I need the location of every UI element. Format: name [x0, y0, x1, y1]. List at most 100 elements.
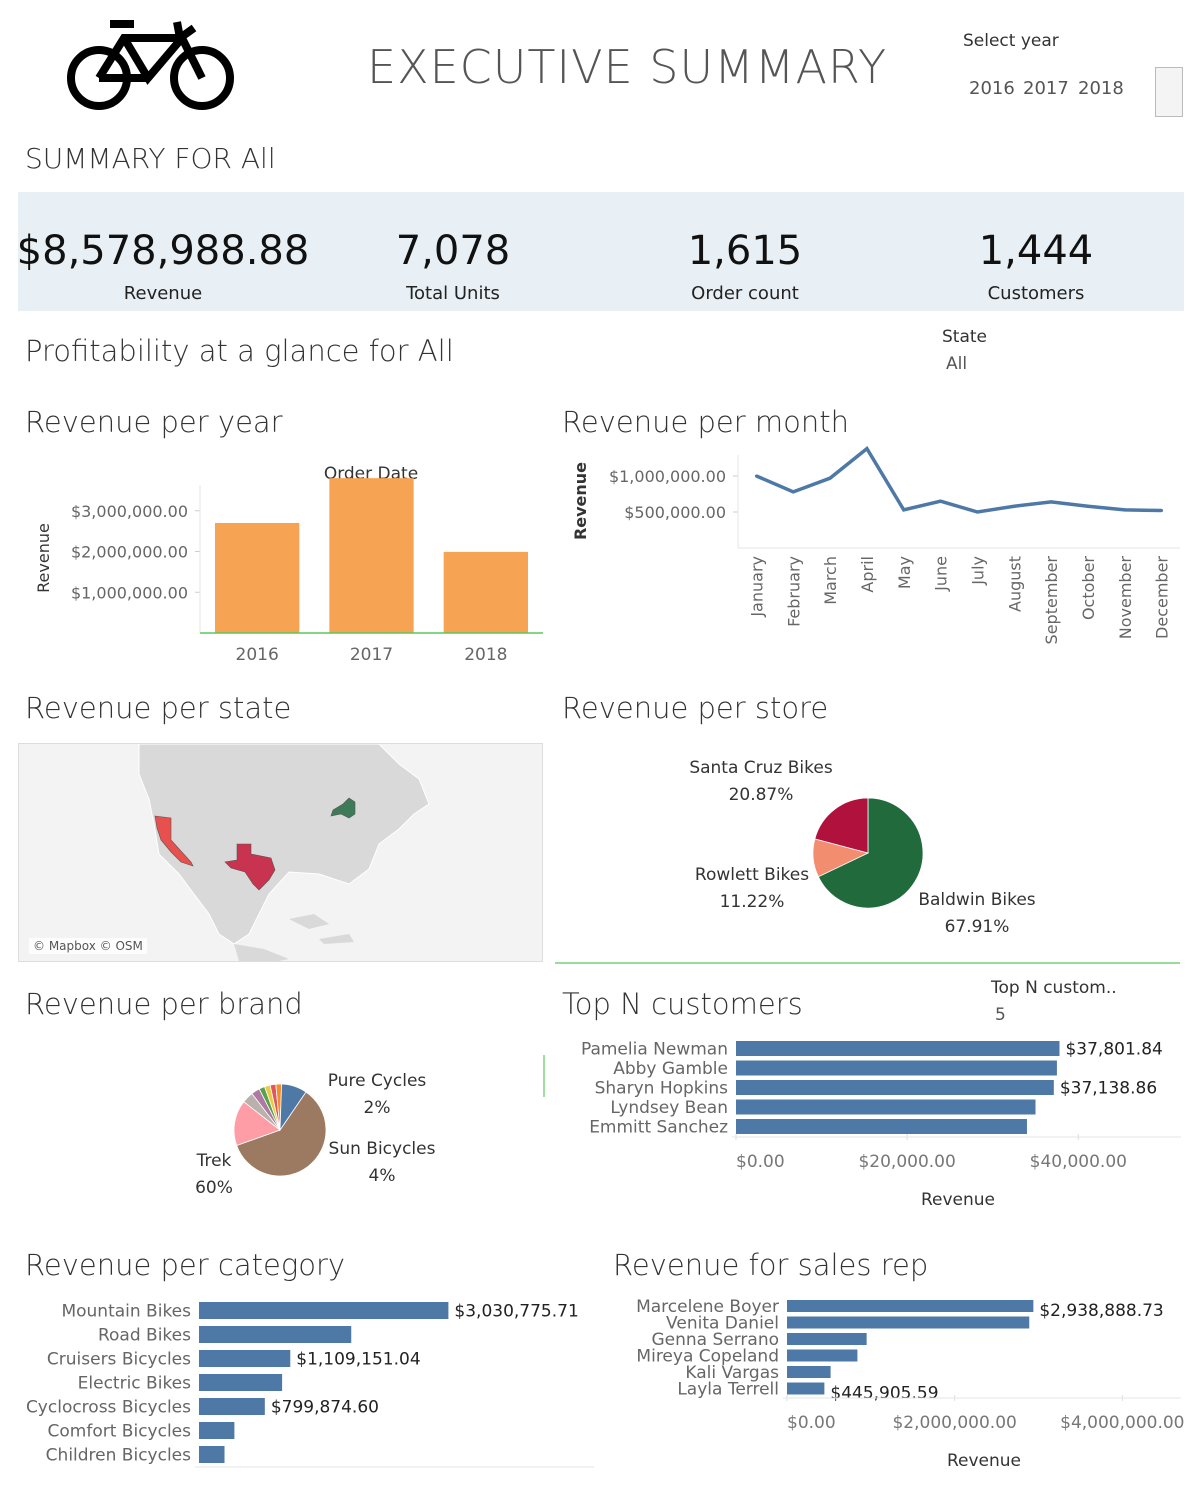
topn-filter-value[interactable]: 5 [995, 1005, 1006, 1025]
state-filter-value[interactable]: All [946, 354, 968, 374]
month-point [1123, 508, 1127, 512]
year-ytick-label: $3,000,000.00 [71, 502, 188, 521]
brand-slice [233, 1101, 281, 1146]
category-bar [199, 1326, 352, 1343]
year-axis-title: Revenue [34, 523, 53, 593]
select-year-label: Select year [963, 31, 1059, 51]
salesrep-category-label: Marcelene Boyer [636, 1297, 779, 1317]
category-category-label: Cruisers Bicycles [47, 1350, 191, 1370]
section-title-salesrep: Revenue for sales rep [613, 1248, 929, 1282]
kpi-units-value: 7,078 [395, 228, 511, 274]
store-slice-pct: 20.87% [729, 785, 794, 805]
year-bar [329, 478, 414, 633]
caribbean-islands [289, 914, 354, 944]
section-title-category: Revenue per category [25, 1248, 346, 1282]
customers-value-label: $37,138.86 [1060, 1079, 1157, 1099]
year-option-2017[interactable]: 2017 [1023, 78, 1069, 99]
profitability-title: Profitability at a glance for All [25, 334, 454, 368]
category-value-label: $1,109,151.04 [296, 1350, 420, 1370]
customers-bar [736, 1041, 1060, 1056]
salesrep-xtick-label: $2,000,000.00 [892, 1413, 1016, 1433]
brand-slice-pct: 4% [369, 1166, 396, 1186]
map-credit: © Mapbox © OSM [29, 938, 147, 954]
category-category-label: Road Bikes [98, 1326, 191, 1346]
customers-category-label: Abby Gamble [613, 1059, 728, 1079]
salesrep-category-label: Kali Vargas [685, 1363, 779, 1383]
month-xtick-label: December [1153, 556, 1172, 639]
year-option-2016[interactable]: 2016 [969, 78, 1015, 99]
month-ytick-label: $500,000.00 [624, 503, 726, 522]
category-category-label: Comfort Bicycles [48, 1422, 192, 1442]
brand-slice [236, 1091, 327, 1177]
month-xtick-label: June [932, 556, 951, 592]
customers-bar [736, 1099, 1036, 1115]
store-slice-pct: 67.91% [945, 917, 1010, 937]
customers-category-label: Pamelia Newman [581, 1040, 728, 1060]
month-xtick-label: May [895, 556, 914, 589]
month-xtick-label: February [784, 556, 803, 627]
kpi-revenue-value: $8,578,988.88 [16, 228, 310, 274]
texas-region [224, 843, 276, 891]
month-xtick-label: July [968, 556, 987, 586]
store-slice-name: Baldwin Bikes [918, 890, 1035, 910]
store-slice [817, 797, 924, 909]
month-point [1049, 500, 1053, 504]
salesrep-xtick-label: $0.00 [787, 1413, 836, 1433]
kpi-units-label: Total Units [406, 283, 500, 304]
brand-slice-name: Sun Bicycles [329, 1139, 436, 1159]
month-point [902, 508, 906, 512]
year-option-2018[interactable]: 2018 [1078, 78, 1124, 99]
month-point [1160, 509, 1164, 513]
brand-slice-name: Pure Cycles [328, 1071, 427, 1091]
section-title-store: Revenue per store [562, 691, 829, 725]
bicycle-logo-icon [62, 18, 237, 113]
section-title-customers: Top N customers [562, 987, 803, 1021]
year-slider[interactable] [1155, 67, 1183, 117]
month-point [791, 490, 795, 494]
store-slice-name: Rowlett Bikes [695, 865, 809, 885]
customers-xtick-label: $40,000.00 [1030, 1152, 1127, 1172]
salesrep-bar [787, 1300, 1034, 1312]
new-york-region [330, 797, 356, 819]
salesrep-category-label: Layla Terrell [677, 1380, 779, 1400]
category-value-label: $799,874.60 [271, 1398, 379, 1418]
brand-slice-name: Trek [196, 1151, 232, 1171]
brand-slice [279, 1083, 307, 1132]
month-axis-title: Revenue [571, 462, 590, 540]
kpi-revenue-label: Revenue [123, 283, 203, 304]
salesrep-category-label: Genna Serrano [651, 1330, 779, 1350]
category-bar [199, 1350, 291, 1367]
section-title-year: Revenue per year [25, 405, 283, 439]
customers-category-label: Lyndsey Bean [610, 1098, 728, 1118]
central-america-landmass [234, 944, 289, 961]
month-xtick-label: August [1005, 556, 1024, 612]
customers-xtick-label: $0.00 [736, 1152, 785, 1172]
salesrep-axis-title: Revenue [947, 1451, 1021, 1471]
map-svg [138, 744, 430, 961]
year-bar [215, 522, 300, 633]
month-point [754, 474, 758, 478]
customers-bar [736, 1080, 1054, 1095]
state-filter-label: State [942, 327, 987, 347]
month-point [975, 510, 979, 514]
year-xtick-label: 2017 [350, 645, 393, 665]
kpi-band [18, 192, 1184, 311]
revenue-state-map[interactable]: © Mapbox © OSM [18, 743, 543, 962]
month-xtick-label: March [821, 556, 840, 605]
category-bar [199, 1446, 225, 1463]
month-xtick-label: October [1079, 556, 1098, 620]
page-title: EXECUTIVE SUMMARY [367, 40, 888, 94]
salesrep-bar [787, 1382, 825, 1395]
store-slice [814, 797, 869, 854]
month-xtick-label: September [1042, 556, 1061, 645]
category-category-label: Electric Bikes [78, 1374, 191, 1394]
section-title-brand: Revenue per brand [25, 987, 303, 1021]
year-ytick-label: $2,000,000.00 [71, 543, 188, 562]
month-point [1086, 504, 1090, 508]
kpi-orders-value: 1,615 [687, 228, 803, 274]
customers-category-label: Sharyn Hopkins [595, 1079, 729, 1099]
category-category-label: Mountain Bikes [61, 1302, 191, 1322]
category-bar [199, 1422, 235, 1439]
year-bar [443, 551, 528, 633]
